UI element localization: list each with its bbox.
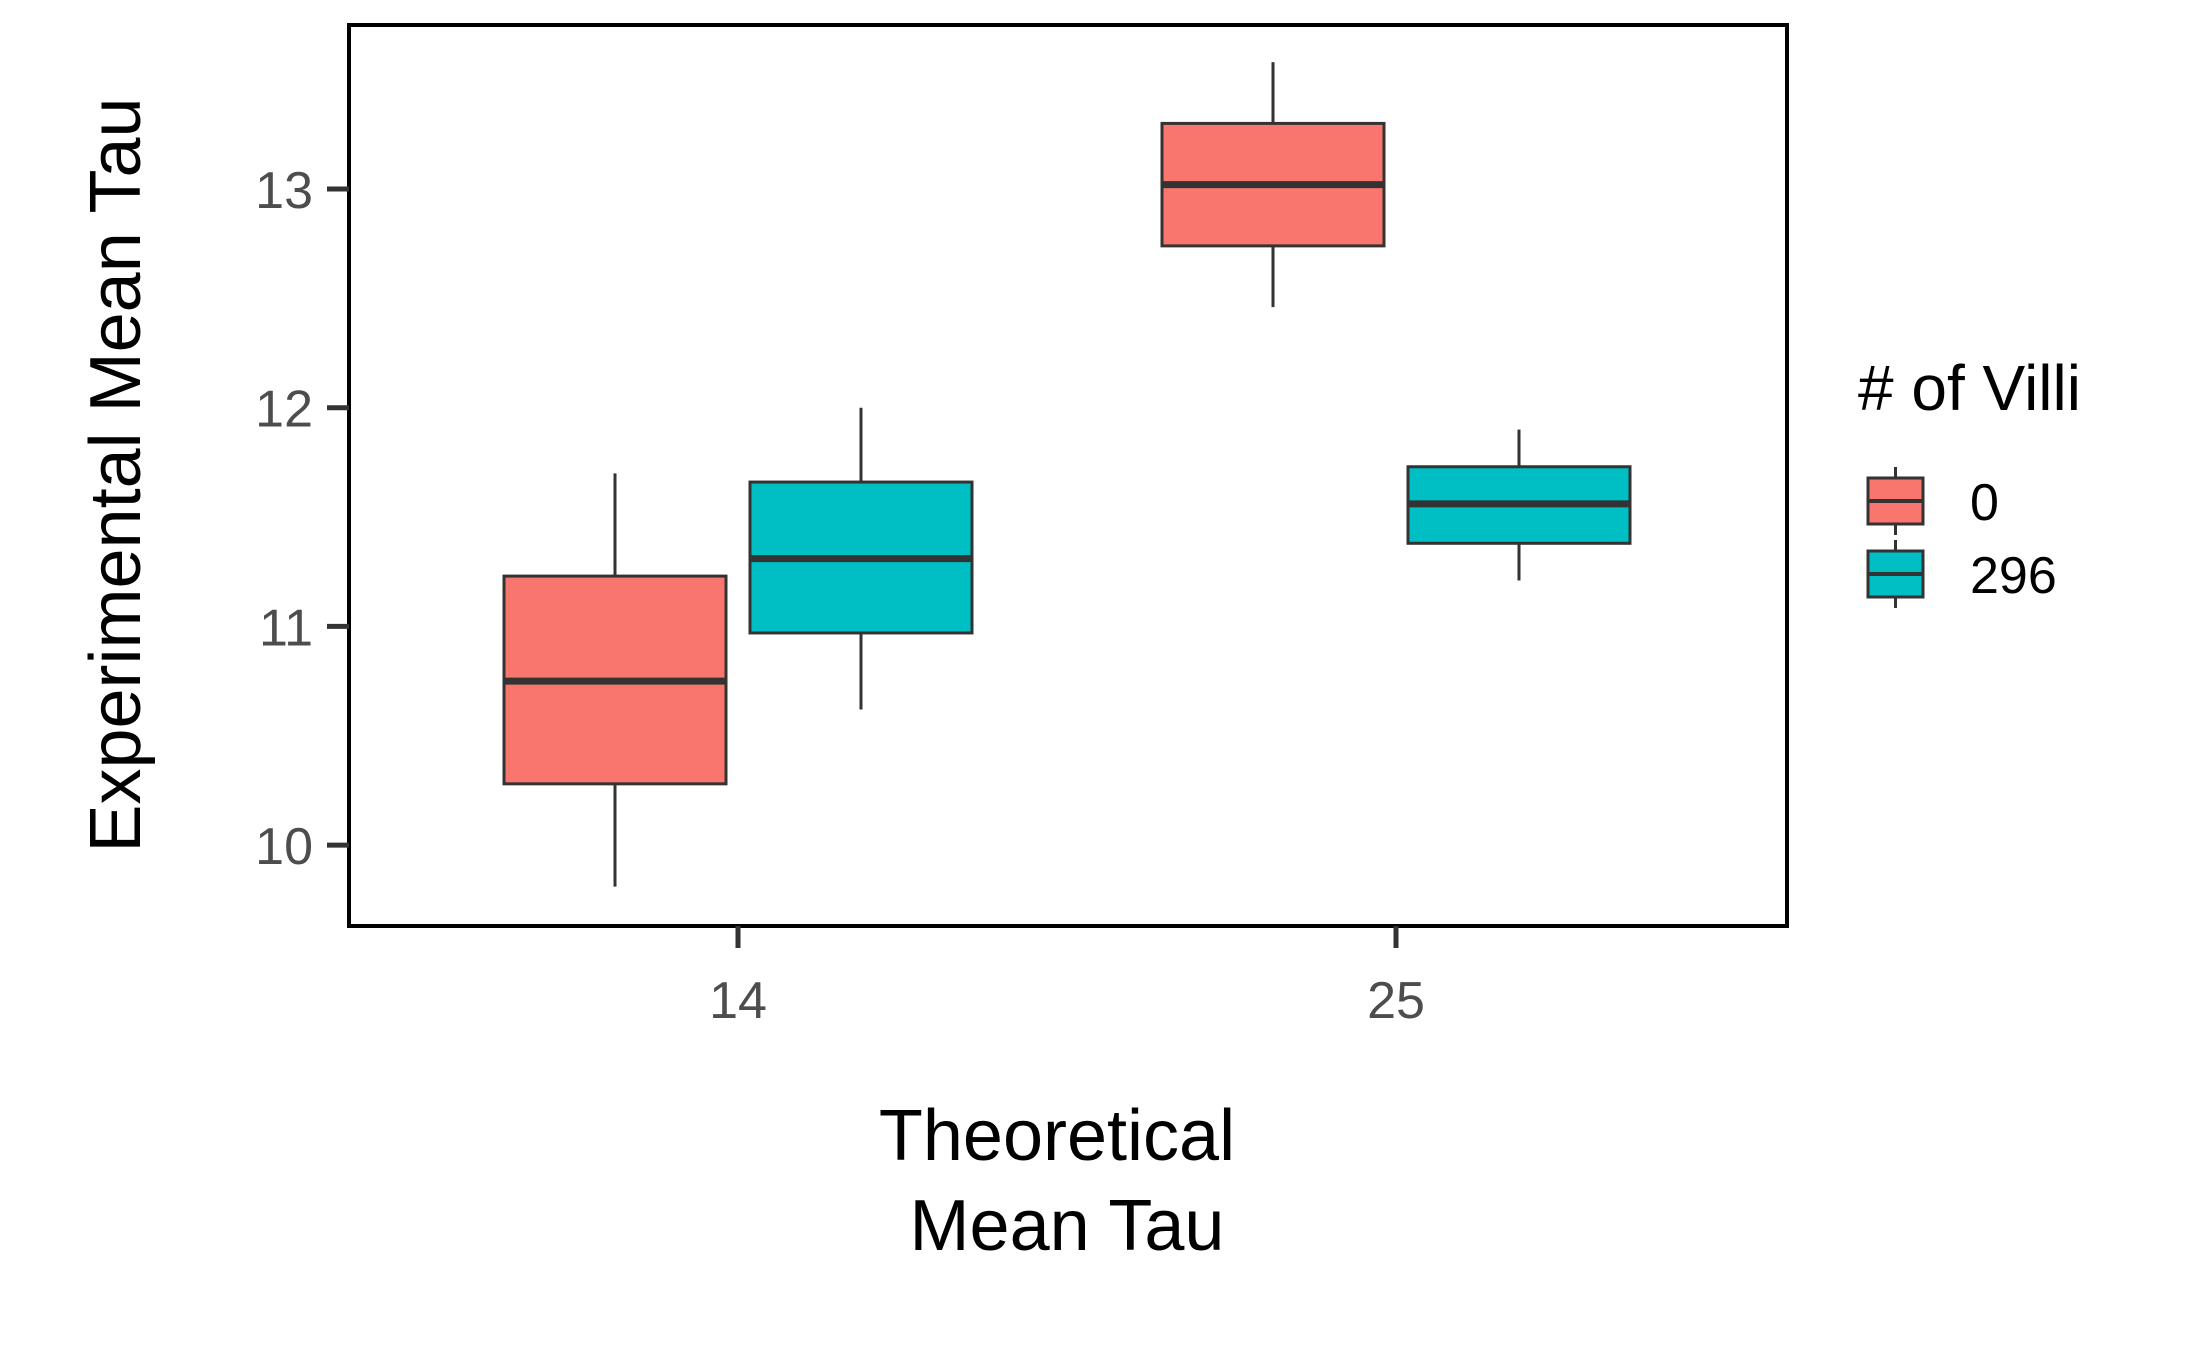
x-axis-title-line-2: Mean Tau	[910, 1186, 1225, 1266]
legend-label: 0	[1970, 474, 1999, 532]
x-tick-label: 25	[1367, 972, 1425, 1030]
legend-item-0: 0	[1866, 467, 1999, 535]
panel-border	[347, 23, 1789, 928]
box-296-at-14	[748, 407, 974, 710]
y-tick-label: 10	[255, 818, 313, 876]
x-axis-title-line-1: Theoretical	[879, 1096, 1235, 1176]
box-0-at-25	[1160, 62, 1386, 308]
y-tick-label: 12	[255, 381, 313, 439]
legend-item-296: 296	[1866, 540, 2057, 608]
box-0-at-14	[502, 473, 728, 887]
box-296-at-25	[1406, 429, 1632, 581]
y-tick-label: 13	[255, 162, 313, 220]
y-tick-label: 11	[259, 599, 313, 657]
legend-title: # of Villi	[1858, 352, 2081, 424]
box-layer	[502, 62, 1632, 887]
axis-layer: 10 11 12 13 14 25	[255, 162, 1425, 1030]
legend-label: 296	[1970, 547, 2057, 605]
legend: # of Villi 0 296	[1858, 352, 2081, 608]
x-tick-label: 14	[709, 972, 767, 1030]
y-axis-title: Experimental Mean Tau	[76, 97, 156, 852]
